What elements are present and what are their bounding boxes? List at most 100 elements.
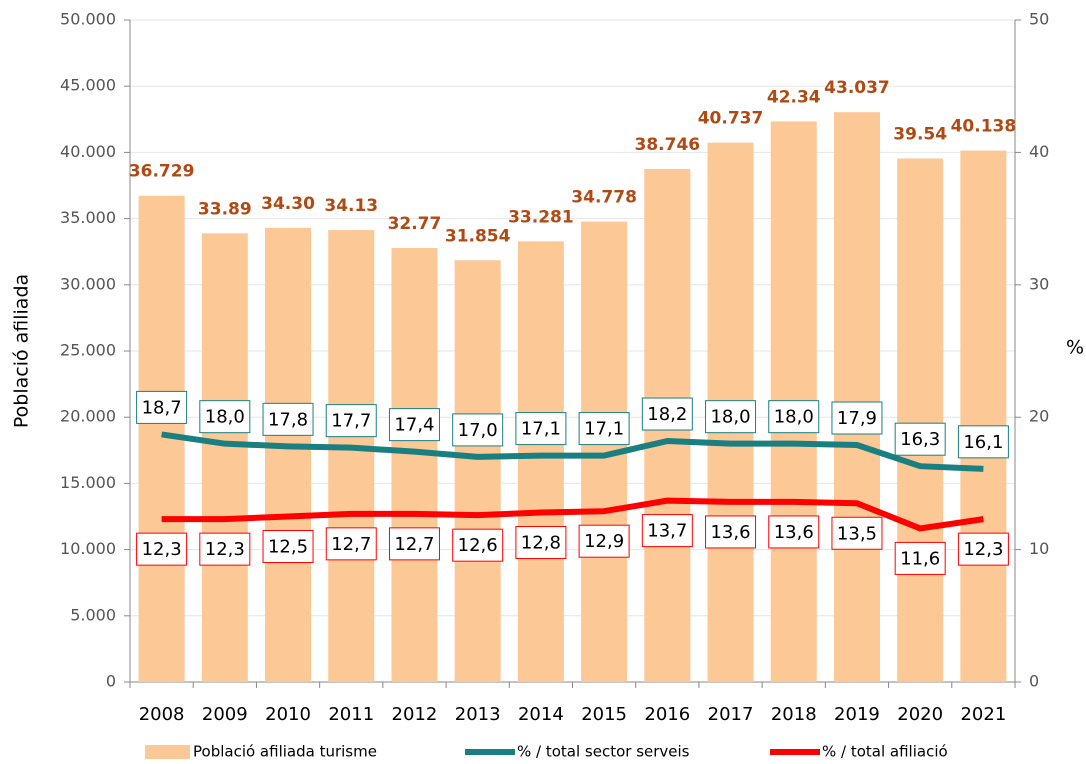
y-tick-label: 5.000 <box>70 605 116 624</box>
bar-label: 36.729 <box>129 162 195 182</box>
bar <box>265 227 312 683</box>
label-box <box>894 541 946 575</box>
bar-label: 33.281 <box>508 207 574 227</box>
x-tick-label: 2018 <box>771 704 817 725</box>
x-tick-label: 2021 <box>960 704 1006 725</box>
line-label: 17,7 <box>331 411 371 432</box>
line-label: 12,7 <box>331 534 371 555</box>
label-box <box>578 412 630 446</box>
bar <box>897 158 944 682</box>
label-box <box>705 515 757 549</box>
y-tick-label: 30.000 <box>60 274 116 293</box>
line-label: 12,8 <box>521 533 561 554</box>
bar-label: 39.54 <box>893 124 947 144</box>
line-label: 12,3 <box>205 539 245 560</box>
x-tick-label: 2009 <box>202 704 248 725</box>
line-label: 16,3 <box>900 429 940 450</box>
y2-axis-label: % <box>1066 337 1084 359</box>
label-box <box>515 412 567 446</box>
line-label: 12,6 <box>458 535 498 556</box>
y-tick-label: 35.000 <box>60 208 116 227</box>
label-box <box>831 401 883 435</box>
line-label: 13,7 <box>647 521 687 542</box>
y-tick-label: 15.000 <box>60 473 116 492</box>
label-box <box>388 408 440 442</box>
label-box <box>388 527 440 561</box>
label-box <box>262 402 314 436</box>
y-tick-label: 45.000 <box>60 76 116 95</box>
label-box <box>199 400 251 434</box>
line-label: 17,1 <box>584 419 624 440</box>
bar <box>201 233 248 683</box>
label-box <box>199 532 251 566</box>
label-box <box>452 528 504 562</box>
label-box <box>262 530 314 563</box>
label-box <box>515 526 567 560</box>
label-box <box>325 404 377 438</box>
x-tick-label: 2012 <box>392 704 438 725</box>
bar-label: 34.30 <box>261 194 315 214</box>
line-label: 13,6 <box>774 522 814 543</box>
x-tick-label: 2017 <box>708 704 754 725</box>
label-box <box>957 425 1009 459</box>
bar-label: 32.77 <box>388 214 442 234</box>
x-tick-label: 2011 <box>328 704 374 725</box>
bar <box>454 260 501 682</box>
line-label: 18,0 <box>205 407 245 428</box>
bar-label: 34.778 <box>571 188 637 208</box>
line-label: 13,6 <box>710 522 750 543</box>
y2-tick-label: 50 <box>1029 10 1049 29</box>
line-label: 17,8 <box>268 409 308 430</box>
line-label: 11,6 <box>900 548 940 569</box>
y2-tick-label: 0 <box>1029 672 1039 691</box>
label-box <box>452 413 504 447</box>
x-tick-label: 2008 <box>139 704 185 725</box>
bar-label: 40.138 <box>951 117 1017 137</box>
label-box <box>768 400 820 434</box>
y2-tick-label: 10 <box>1029 539 1049 558</box>
y2-tick-label: 40 <box>1029 142 1049 161</box>
line-label: 12,7 <box>394 534 434 555</box>
label-box <box>768 515 820 549</box>
x-tick-label: 2016 <box>644 704 690 725</box>
line-label: 17,4 <box>394 415 434 436</box>
bar-label: 43.037 <box>824 78 890 98</box>
bar <box>391 248 438 682</box>
label-box <box>136 390 188 424</box>
y-tick-label: 20.000 <box>60 407 116 426</box>
label-box <box>641 514 693 548</box>
bar-label: 31.854 <box>445 226 511 246</box>
bar <box>517 241 564 682</box>
bar <box>833 112 880 682</box>
label-box <box>325 527 377 561</box>
bar-label: 42.34 <box>767 87 821 107</box>
y-tick-label: 50.000 <box>60 10 116 29</box>
label-box <box>957 532 1009 566</box>
line-label: 18,2 <box>647 404 687 425</box>
label-box <box>641 397 693 431</box>
line-label: 18,0 <box>710 407 750 428</box>
y2-tick-label: 20 <box>1029 407 1049 426</box>
line <box>161 497 984 532</box>
y-tick-label: 10.000 <box>60 539 116 558</box>
x-tick-label: 2020 <box>897 704 943 725</box>
y-tick-label: 25.000 <box>60 341 116 360</box>
bar-label: 34.13 <box>324 196 378 216</box>
line-label: 18,7 <box>142 397 182 418</box>
line-label: 12,3 <box>142 539 182 560</box>
line-label: 12,5 <box>268 537 308 558</box>
label-box <box>831 516 883 550</box>
y2-tick-label: 30 <box>1029 274 1049 293</box>
y-tick-label: 40.000 <box>60 142 116 161</box>
label-box <box>136 532 188 566</box>
x-tick-label: 2015 <box>581 704 627 725</box>
x-tick-label: 2010 <box>265 704 311 725</box>
line-label: 12,9 <box>584 531 624 552</box>
legend-label: Població afiliada turisme <box>193 743 377 761</box>
bar-label: 33.89 <box>198 199 252 219</box>
y-axis-label: Població afiliada <box>11 274 33 428</box>
line-label: 17,9 <box>837 408 877 429</box>
x-tick-label: 2019 <box>834 704 880 725</box>
label-box <box>894 422 946 456</box>
